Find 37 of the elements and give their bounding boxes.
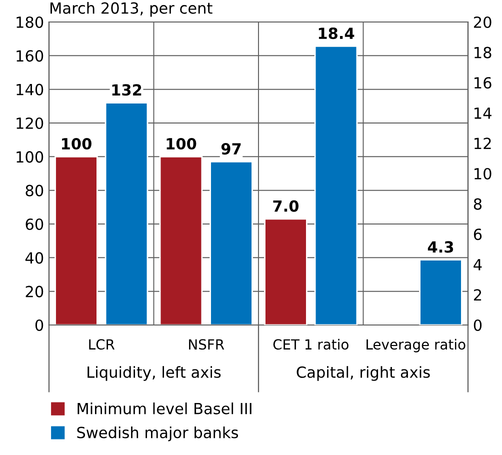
data-label: 7.0 [273,200,299,212]
x-tick-label: NSFR [189,339,224,350]
text: Liquidity, left axis [88,366,221,381]
y2-tick-label: 16 [474,77,492,89]
y-tick-label: 20 [26,286,44,298]
data-label: 100 [62,138,92,150]
y-tick-label: 0 [35,319,44,332]
y2-tick-label: 4 [474,259,482,270]
y2-tick-label: 20 [474,16,492,28]
y-tick-label: 80 [26,184,44,196]
y-tick-label: 140 [16,84,44,96]
legend-label: Swedish major banks [77,426,238,442]
y-tick-label: 40 [25,252,44,264]
y2-tick-label: 14 [474,108,492,119]
y-tick-label: 120 [16,117,44,130]
chart-subtitle: March 2013, per cent [50,2,212,17]
data-label: 100 [166,138,196,150]
y2-tick-label: 18 [474,46,492,58]
y2-tick-label: 0 [474,319,482,332]
y-tick-label: 60 [26,218,44,230]
data-label: 132 [112,84,142,96]
y2-tick-label: 8 [474,198,482,210]
data-label: 4.3 [428,241,454,253]
x-tick-label: LCR [89,339,115,350]
legend-label: Minimum level Basel III [78,402,252,414]
y-tick-label: 180 [16,16,44,28]
y-tick-label: 100 [16,151,44,163]
x-tick-label: Leverage ratio [366,338,466,352]
data-label: 97 [221,143,241,155]
y2-tick-label: 2 [474,289,482,301]
y2-tick-label: 12 [474,138,491,150]
text: Capital, right axis [296,366,430,381]
data-label: 18.4 [318,28,354,40]
x-tick-label: CET 1 ratio [273,338,348,350]
y2-tick-label: 6 [474,228,482,240]
y2-tick-label: 10 [474,168,492,180]
y-tick-label: 160 [16,50,44,62]
